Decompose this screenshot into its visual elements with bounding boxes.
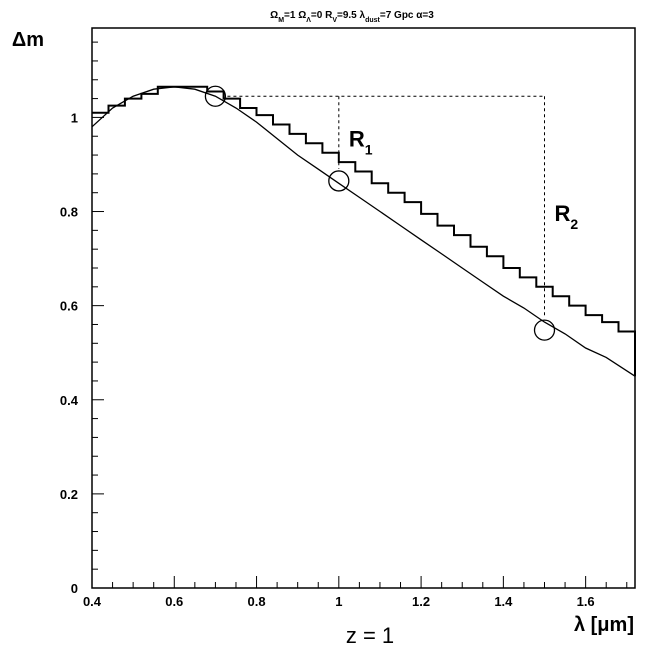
annotation-labels: R1 R2 (349, 127, 579, 233)
y-tick-label: 0.8 (60, 205, 78, 220)
x-tick-label: 1.4 (494, 594, 513, 609)
chart-title: ΩM=1 ΩΛ=0 RV=9.5 λdust=7 Gpc α=3 (270, 10, 434, 24)
x-tick-label: 0.8 (248, 594, 266, 609)
x-tick-label: 1 (335, 594, 342, 609)
x-tick-label: 1.2 (412, 594, 430, 609)
x-tick-label: 1.6 (577, 594, 595, 609)
circle-marker (533, 319, 556, 341)
footer-label: z = 1 (346, 623, 394, 648)
x-axis-label: λ [μm] (574, 614, 634, 636)
annotation-lines (227, 95, 545, 319)
circle-marker (328, 170, 350, 192)
circle-markers (204, 85, 556, 341)
plot-frame (91, 27, 636, 589)
x-axis-ticks (91, 576, 628, 588)
y-tick-label: 1 (71, 110, 78, 125)
y-tick-label: 0.4 (60, 393, 79, 408)
annotation-label: R2 (555, 201, 579, 232)
y-axis-label: Δm (12, 29, 44, 51)
circle-marker (204, 85, 227, 107)
x-axis-tick-labels: 0.4 0.6 0.8 1 1.2 1.4 1.6 (83, 594, 595, 609)
x-tick-label: 0.6 (165, 594, 183, 609)
y-tick-label: 0 (71, 581, 78, 596)
y-tick-label: 0.6 (60, 299, 78, 314)
y-tick-label: 0.2 (60, 487, 78, 502)
x-tick-label: 0.4 (83, 594, 102, 609)
annotation-label: R1 (349, 127, 373, 158)
y-axis-tick-labels: 0 0.2 0.4 0.6 0.8 1 (60, 110, 79, 596)
step-histogram-series (92, 85, 636, 377)
y-axis-ticks (92, 41, 104, 589)
